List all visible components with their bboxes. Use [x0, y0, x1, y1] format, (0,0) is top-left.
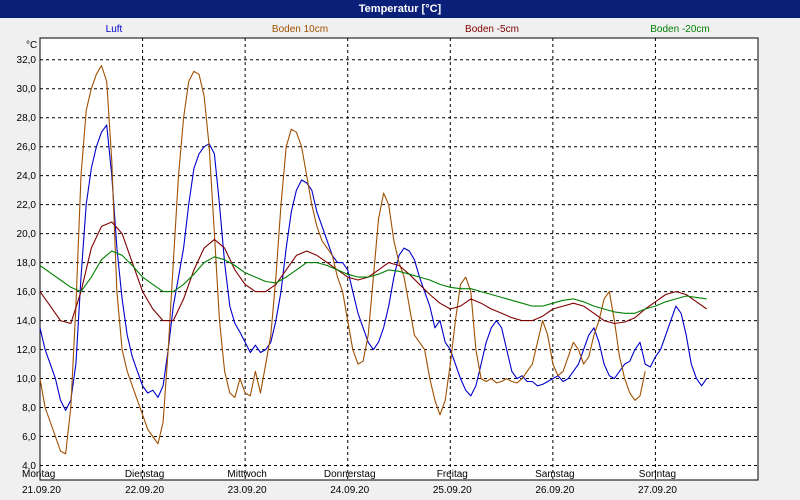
- x-tick-date: 22.09.20: [125, 485, 164, 496]
- x-tick-day: Donnerstag: [324, 469, 376, 480]
- y-tick-label: 6,0: [22, 432, 36, 443]
- x-tick-date: 23.09.20: [228, 485, 267, 496]
- x-tick-day: Montag: [22, 469, 55, 480]
- legend-entry: Boden 10cm: [272, 24, 328, 35]
- y-tick-label: 12,0: [17, 345, 37, 356]
- x-tick-date: 27.09.20: [638, 485, 677, 496]
- x-tick-date: 24.09.20: [330, 485, 369, 496]
- y-tick-label: 14,0: [17, 316, 37, 327]
- x-tick-day: Dienstag: [125, 469, 164, 480]
- y-tick-label: 10,0: [17, 374, 37, 385]
- y-unit-label: °C: [26, 40, 37, 51]
- legend-entry: Boden -20cm: [650, 24, 709, 35]
- y-tick-label: 4,0: [22, 461, 36, 472]
- x-tick-date: 26.09.20: [535, 485, 574, 496]
- grid: [40, 38, 758, 480]
- x-tick-day: Sonntag: [639, 469, 676, 480]
- x-tick-day: Samstag: [535, 469, 574, 480]
- series-line-1: [39, 64, 646, 455]
- x-tick-day: Freitag: [437, 469, 468, 480]
- series-line-0: [39, 124, 708, 411]
- chart-title: Temperatur [°C]: [0, 0, 800, 18]
- y-tick-label: 26,0: [17, 142, 37, 153]
- legend-entry: Boden -5cm: [465, 24, 519, 35]
- legend-entry: Luft: [106, 24, 123, 35]
- y-tick-label: 30,0: [17, 84, 37, 95]
- y-tick-label: 8,0: [22, 403, 36, 414]
- x-tick-date: 21.09.20: [22, 485, 61, 496]
- plot-area: [39, 37, 759, 481]
- y-tick-label: 28,0: [17, 113, 37, 124]
- y-tick-label: 16,0: [17, 287, 37, 298]
- y-tick-label: 22,0: [17, 200, 37, 211]
- y-tick-label: 24,0: [17, 171, 37, 182]
- x-axis: Montag 21.09.20 Dienstag 22.09.20 Mittwoch 23…: [22, 469, 677, 496]
- series-lines: [39, 64, 708, 455]
- y-tick-label: 20,0: [17, 229, 37, 240]
- y-tick-label: 32,0: [17, 55, 37, 66]
- series-line-2: [39, 221, 708, 325]
- series-line-3: [39, 250, 707, 314]
- temperature-chart: 4,0 6,0 8,0 10,0 12,0 14,0 16,0 18,0 20,0 22,0 24,…: [17, 24, 759, 496]
- legend: Luft Boden 10cm Boden -5cm Boden -20cm: [106, 24, 710, 35]
- y-axis: 4,0 6,0 8,0 10,0 12,0 14,0 16,0 18,0 20,0 22,0 24,…: [17, 40, 38, 472]
- x-tick-date: 25.09.20: [433, 485, 472, 496]
- x-tick-day: Mittwoch: [227, 469, 266, 480]
- y-tick-label: 18,0: [17, 258, 37, 269]
